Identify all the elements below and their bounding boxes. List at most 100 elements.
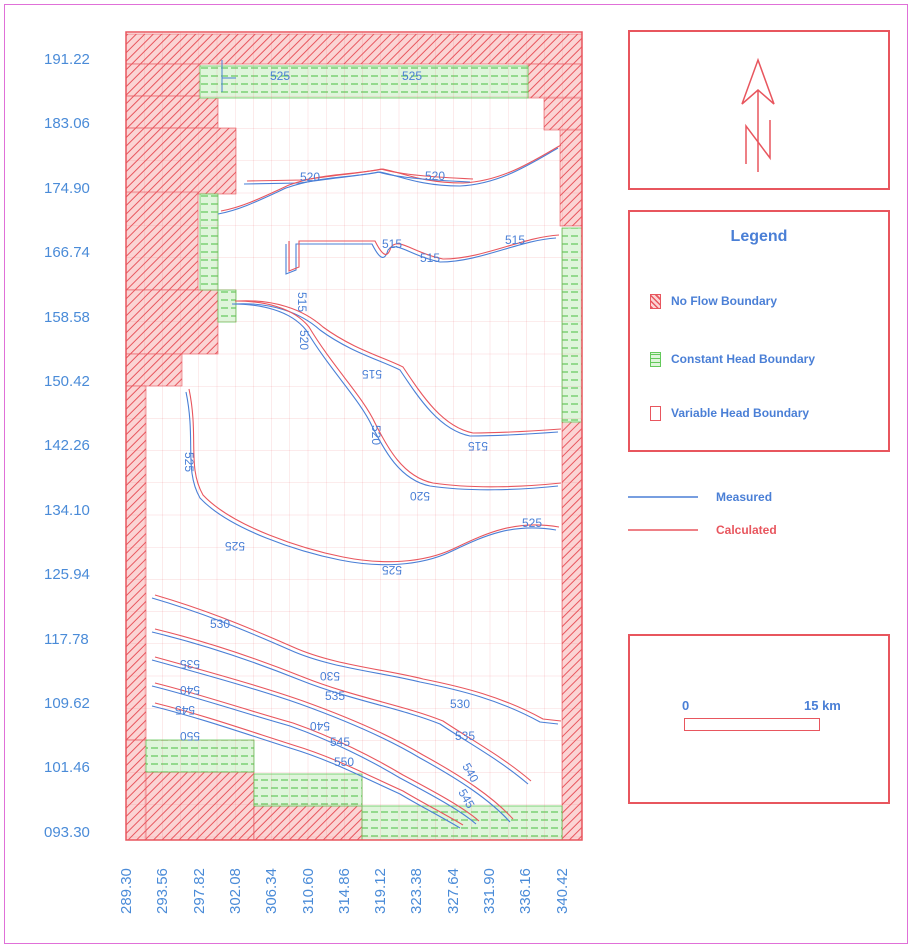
scale-start-label: 0 xyxy=(682,698,690,713)
y-tick-label: 093.30 xyxy=(44,823,90,841)
contour-label: 530 xyxy=(450,697,470,711)
no-flow-cells xyxy=(125,289,219,355)
calculated-contour-line xyxy=(188,388,560,563)
contour-label: 515 xyxy=(362,367,382,381)
x-tick-label: 302.08 xyxy=(226,868,244,914)
contour-label: 515 xyxy=(505,233,525,247)
constant-head-cells xyxy=(145,739,255,773)
x-tick-label: 289.30 xyxy=(118,868,135,914)
x-tick-label: 306.34 xyxy=(263,868,281,914)
no-flow-cells xyxy=(145,771,255,841)
calculated-contour-line xyxy=(154,702,464,826)
y-tick-label: 183.06 xyxy=(44,115,90,133)
scale-end-label: 15 km xyxy=(804,698,841,713)
contour-label: 545 xyxy=(330,735,350,749)
legend-item-variable-head: Variable Head Boundary xyxy=(650,406,810,422)
scale-bar xyxy=(684,718,820,731)
contour-label: 520 xyxy=(300,170,320,184)
contour-label: 520 xyxy=(410,489,430,503)
measured-contour-line xyxy=(231,303,559,491)
contour-label: 530 xyxy=(320,669,340,683)
contour-label: 550 xyxy=(334,755,354,769)
legend-label: Constant Head Boundary xyxy=(671,352,816,366)
measured-contour-line xyxy=(151,631,529,785)
contour-label: 520 xyxy=(297,330,311,350)
y-tick-label: 125.94 xyxy=(44,566,90,584)
no-flow-cells xyxy=(559,129,583,227)
y-tick-label: 117.78 xyxy=(44,630,89,648)
variable-head-swatch-icon xyxy=(650,406,661,422)
contour-label: 530 xyxy=(210,617,230,631)
no-flow-swatch-icon xyxy=(650,294,661,310)
no-flow-cells xyxy=(125,63,201,97)
no-flow-cells xyxy=(543,97,583,131)
contour-label: 520 xyxy=(425,169,445,183)
north-arrow-box xyxy=(628,30,890,190)
contour-label: 540 xyxy=(180,683,200,697)
legend-item-constant-head: Constant Head Boundary xyxy=(650,352,816,368)
calculated-contour-line xyxy=(154,682,480,822)
contour-label: 525 xyxy=(382,563,402,577)
no-flow-cells xyxy=(125,353,183,387)
x-tick-label: 310.60 xyxy=(299,868,317,914)
contour-label: 515 xyxy=(382,237,402,251)
calculated-contour-line xyxy=(288,234,560,272)
y-tick-label: 142.26 xyxy=(44,437,90,455)
legend-box: Legend No Flow Boundary Constant Head Bo… xyxy=(628,210,890,452)
y-tick-label: 191.22 xyxy=(44,51,90,68)
calculated-contour-line xyxy=(154,594,562,722)
y-tick-label: 150.42 xyxy=(44,373,90,390)
x-tick-label: 297.82 xyxy=(190,868,208,914)
x-tick-label: 293.56 xyxy=(154,868,172,914)
measured-contour-line xyxy=(217,171,471,215)
no-flow-cells xyxy=(125,191,199,291)
measured-contour-line xyxy=(151,597,559,725)
legend-label: Variable Head Boundary xyxy=(671,406,810,420)
page-frame xyxy=(4,4,908,944)
contour-label: 525 xyxy=(270,69,290,83)
constant-head-cells xyxy=(361,805,563,841)
x-tick-label: 327.64 xyxy=(444,868,462,914)
contour-label: 525 xyxy=(522,516,542,530)
calculated-label: Calculated xyxy=(716,523,777,537)
y-tick-label: 134.10 xyxy=(44,501,90,519)
no-flow-cells xyxy=(561,419,583,841)
measured-contour-line xyxy=(221,60,236,92)
x-tick-label: 323.38 xyxy=(408,868,426,914)
no-flow-cells xyxy=(125,95,219,129)
measured-contour-line xyxy=(185,391,557,566)
no-flow-cells xyxy=(527,63,583,99)
legend-item-no-flow: No Flow Boundary xyxy=(650,294,777,310)
y-tick-label: 174.90 xyxy=(44,179,90,197)
calculated-contour-line xyxy=(234,300,562,488)
measured-contour-line xyxy=(151,705,461,829)
x-tick-label: 319.12 xyxy=(372,868,390,914)
contour-label: 535 xyxy=(455,729,475,743)
constant-head-cells xyxy=(199,65,529,99)
y-tick-label: 101.46 xyxy=(44,759,90,777)
y-tick-label: 158.58 xyxy=(44,308,90,326)
model-boundary xyxy=(125,31,583,841)
x-tick-label: 340.42 xyxy=(553,868,571,914)
constant-head-cells xyxy=(199,193,219,291)
contour-label: 525 xyxy=(225,539,245,553)
contour-label: 515 xyxy=(468,439,488,453)
scale-box: 0 15 km xyxy=(628,634,890,804)
north-arrow-icon xyxy=(741,57,775,172)
calculated-contour-line xyxy=(220,168,474,212)
x-tick-label: 314.86 xyxy=(335,868,353,914)
constant-head-cells xyxy=(561,227,583,423)
no-flow-cells xyxy=(125,127,237,195)
contour-label: 525 xyxy=(182,452,196,472)
contour-label: 515 xyxy=(295,292,309,312)
x-tick-label: 336.16 xyxy=(517,868,535,914)
constant-head-cells xyxy=(217,289,237,323)
x-tick-label: 331.90 xyxy=(481,868,498,914)
calculated-contour-line xyxy=(154,628,532,782)
measured-contour-line xyxy=(233,303,559,437)
y-tick-label: 109.62 xyxy=(44,695,90,712)
line-legend-swatches xyxy=(628,496,698,531)
contour-label: 540 xyxy=(459,761,481,786)
constant-head-swatch-icon xyxy=(650,352,661,368)
calculated-contour-line xyxy=(236,300,562,434)
